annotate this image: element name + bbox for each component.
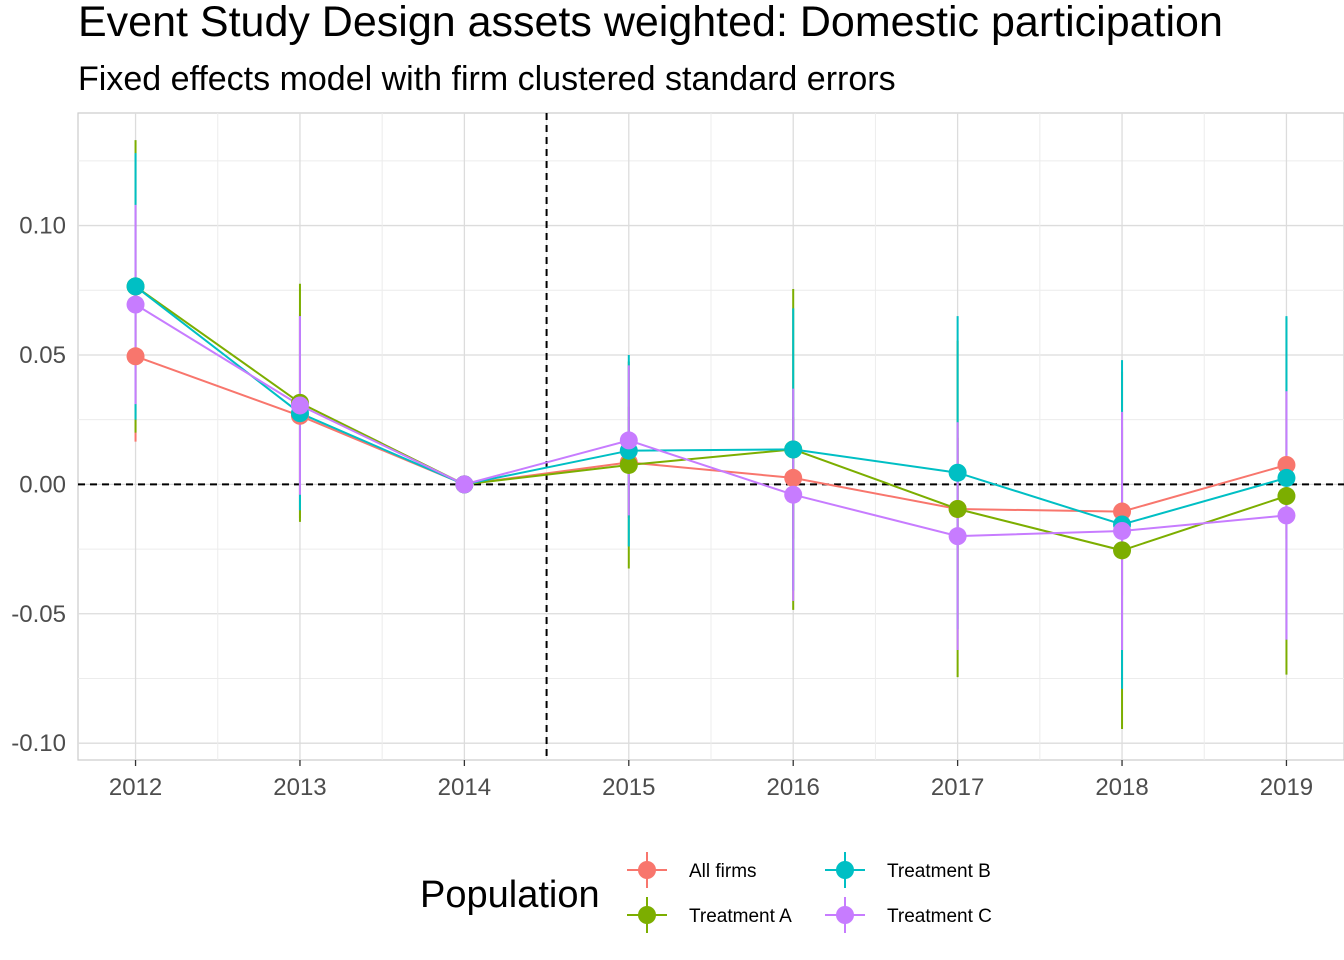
- data-point-treatment-a: [1113, 541, 1132, 560]
- chart-title: Event Study Design assets weighted: Dome…: [78, 0, 1223, 46]
- legend-key-point: [638, 861, 656, 879]
- data-point-treatment-c: [126, 295, 145, 314]
- x-tick-label: 2017: [931, 774, 984, 801]
- data-point-all-firms: [1277, 455, 1296, 474]
- data-point-treatment-c: [455, 475, 474, 494]
- x-tick-label: 2012: [109, 774, 162, 801]
- data-point-treatment-c: [948, 527, 967, 546]
- reference-lines: [78, 113, 1344, 760]
- data-point-treatment-b: [784, 440, 803, 459]
- series-line-treatment-b: [134, 285, 1287, 526]
- data-point-treatment-a: [619, 455, 638, 474]
- x-tick-label: 2018: [1095, 774, 1148, 801]
- x-tick-label: 2016: [767, 774, 820, 801]
- chart-subtitle: Fixed effects model with firm clustered …: [78, 60, 896, 98]
- y-tick-label: -0.05: [11, 601, 66, 628]
- y-axis: -0.10 -0.05 0.00 0.05 0.10: [11, 213, 66, 758]
- legend-label: Treatment A: [689, 906, 792, 927]
- data-point-treatment-c: [619, 431, 638, 450]
- data-point-treatment-a: [1277, 487, 1296, 506]
- legend-item-treatment-a: Treatment A: [627, 897, 792, 933]
- legend-items: All firms Treatment A Treatment B Treatment…: [627, 852, 992, 933]
- x-tick-label: 2019: [1260, 774, 1313, 801]
- legend-label: Treatment C: [887, 906, 992, 927]
- series-lines: [134, 285, 1287, 552]
- data-point-treatment-c: [290, 396, 309, 415]
- y-tick-label: 0.10: [19, 213, 66, 240]
- legend-key-point: [836, 906, 854, 924]
- data-point-treatment-a: [948, 499, 967, 518]
- y-tick-label: 0.05: [19, 342, 66, 369]
- data-point-treatment-c: [1113, 521, 1132, 540]
- data-point-all-firms: [1113, 502, 1132, 521]
- legend-item-treatment-c: Treatment C: [825, 897, 992, 933]
- data-point-treatment-b: [1277, 468, 1296, 487]
- data-point-all-firms: [126, 347, 145, 366]
- series-points: [126, 277, 1296, 560]
- legend-key-point: [638, 906, 656, 924]
- series-line-all-firms: [135, 355, 1287, 513]
- legend-item-all-firms: All firms: [627, 852, 757, 888]
- data-point-treatment-b: [126, 277, 145, 296]
- y-tick-label: 0.00: [19, 471, 66, 498]
- y-tick-label: -0.10: [11, 730, 66, 757]
- data-point-treatment-c: [784, 485, 803, 504]
- x-tick-label: 2015: [602, 774, 655, 801]
- series-line-treatment-c: [134, 303, 1287, 538]
- data-point-all-firms: [784, 468, 803, 487]
- series-line-treatment-a: [134, 285, 1287, 552]
- legend-label: Treatment B: [887, 861, 991, 882]
- legend-title: Population: [420, 874, 600, 916]
- data-point-treatment-c: [1277, 506, 1296, 525]
- legend-label: All firms: [689, 861, 757, 882]
- legend-item-treatment-b: Treatment B: [825, 852, 991, 888]
- legend-key-point: [836, 861, 854, 879]
- data-point-treatment-b: [948, 463, 967, 482]
- x-tick-label: 2013: [273, 774, 326, 801]
- x-tick-label: 2014: [438, 774, 491, 801]
- legend: Population All firms Treatment A Treatment…: [420, 852, 992, 933]
- x-axis: 2012 2013 2014 2015 2016 2017 2018 2019: [109, 760, 1313, 801]
